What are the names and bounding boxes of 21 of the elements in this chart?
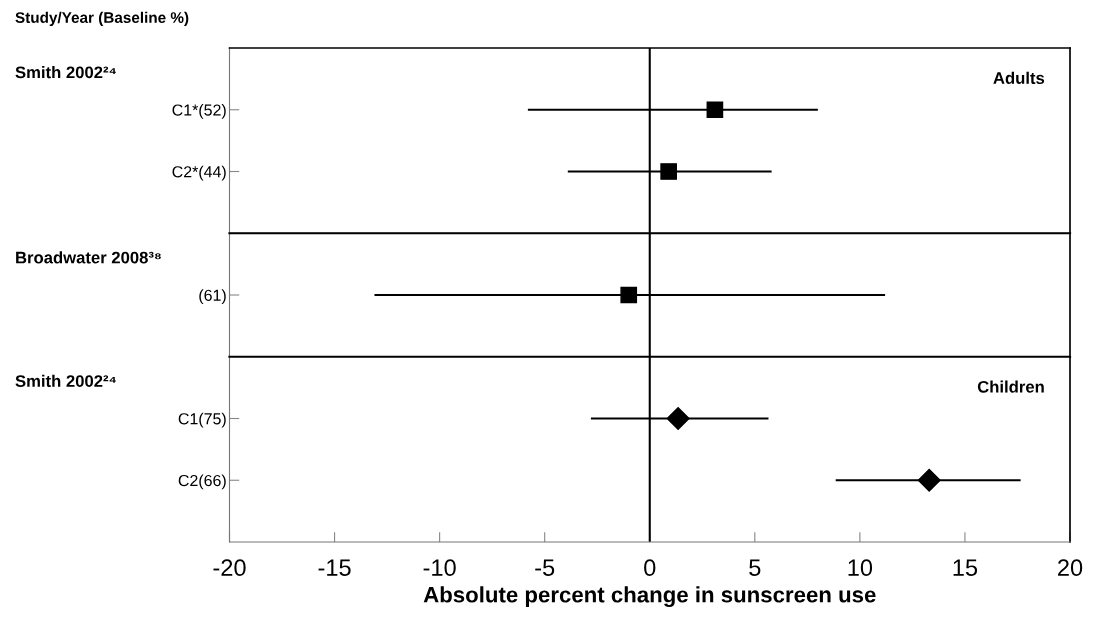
y-tick-label: C1(75)	[178, 412, 226, 428]
y-tick-label: (61)	[199, 289, 226, 305]
x-tick-label: -15	[318, 559, 351, 577]
y-tick-label: C2*(44)	[172, 165, 226, 181]
annotation: Adults	[993, 71, 1045, 84]
x-axis-title: Absolute percent change in sunscreen use	[423, 586, 876, 608]
y-axis-title: Study/Year (Baseline %)	[15, 11, 189, 26]
y-tick-label: C2(66)	[178, 474, 226, 490]
y-tick-label: C1*(52)	[172, 103, 226, 119]
x-tick-label: -5	[535, 559, 555, 577]
x-tick-label: -10	[423, 559, 456, 577]
text: Broadwater 2008³⁸	[16, 251, 161, 264]
x-tick-label: 0	[644, 559, 656, 577]
text: Smith 2002²⁴	[15, 374, 116, 387]
text: Smith 2002²⁴	[15, 66, 116, 79]
x-tick-label: 10	[848, 559, 873, 577]
x-tick-label: 5	[749, 559, 761, 577]
x-tick-label: 20	[1058, 559, 1083, 577]
x-tick-label: 15	[953, 559, 978, 577]
annotation: Children	[977, 380, 1044, 393]
x-tick-label: -20	[213, 559, 246, 577]
